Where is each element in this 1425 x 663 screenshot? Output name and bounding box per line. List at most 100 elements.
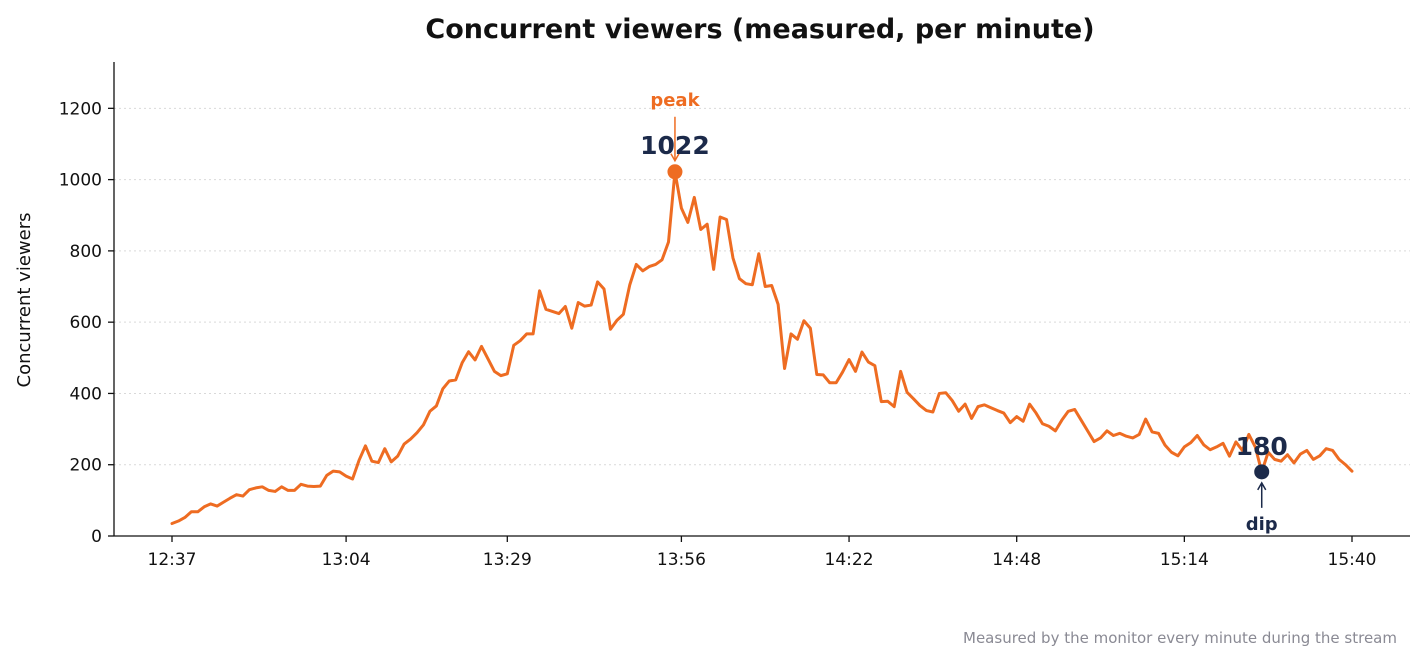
data-point-120 <box>945 392 947 394</box>
data-point-70 <box>622 313 624 315</box>
data-point-65 <box>590 304 592 306</box>
data-points <box>171 171 1353 525</box>
x-tick-label: 15:40 <box>1328 550 1377 570</box>
data-point-97 <box>796 338 798 340</box>
data-point-183 <box>1351 470 1353 472</box>
data-point-16 <box>274 490 276 492</box>
data-point-119 <box>938 392 940 394</box>
data-point-164 <box>1228 455 1230 457</box>
y-tick-label: 1200 <box>59 99 102 119</box>
annotations: peak 1022 dip 180 <box>640 90 1288 535</box>
data-point-4 <box>197 511 199 513</box>
data-point-83 <box>706 223 708 225</box>
data-point-85 <box>719 216 721 218</box>
data-point-74 <box>648 265 650 267</box>
data-point-175 <box>1299 453 1301 455</box>
data-point-57 <box>538 290 540 292</box>
data-point-113 <box>899 370 901 372</box>
data-point-0 <box>171 522 173 524</box>
data-point-179 <box>1325 447 1327 449</box>
data-point-154 <box>1164 444 1166 446</box>
data-point-50 <box>493 370 495 372</box>
data-point-126 <box>983 404 985 406</box>
data-point-87 <box>732 257 734 259</box>
x-tick-label: 13:04 <box>322 550 371 570</box>
x-tick-label: 14:48 <box>992 550 1041 570</box>
x-tick-label: 13:29 <box>483 550 532 570</box>
data-point-10 <box>235 493 237 495</box>
data-point-132 <box>1022 420 1024 422</box>
data-point-94 <box>777 303 779 305</box>
data-point-152 <box>1151 431 1153 433</box>
data-point-53 <box>513 344 515 346</box>
chart-title: Concurrent viewers (measured, per minute… <box>425 14 1094 45</box>
data-point-163 <box>1222 442 1224 444</box>
data-point-56 <box>532 333 534 335</box>
data-point-116 <box>919 404 921 406</box>
data-point-54 <box>519 340 521 342</box>
data-point-159 <box>1196 434 1198 436</box>
data-point-49 <box>487 358 489 360</box>
data-point-66 <box>596 281 598 283</box>
data-point-23 <box>319 485 321 487</box>
data-point-93 <box>770 284 772 286</box>
peak-value-label: 1022 <box>640 131 710 160</box>
data-point-19 <box>293 489 295 491</box>
data-point-138 <box>1061 419 1063 421</box>
data-point-33 <box>384 447 386 449</box>
data-point-153 <box>1157 432 1159 434</box>
data-point-181 <box>1338 458 1340 460</box>
data-point-80 <box>687 221 689 223</box>
data-point-90 <box>751 284 753 286</box>
data-point-60 <box>558 312 560 314</box>
dip-arrowhead <box>1257 481 1267 491</box>
y-tick-label: 1000 <box>59 171 102 191</box>
data-point-5 <box>203 506 205 508</box>
data-point-148 <box>1125 435 1127 437</box>
data-point-43 <box>448 380 450 382</box>
data-point-98 <box>803 320 805 322</box>
data-point-161 <box>1209 449 1211 451</box>
data-point-111 <box>887 400 889 402</box>
data-point-149 <box>1132 437 1134 439</box>
data-point-130 <box>1009 421 1011 423</box>
y-tick-label: 400 <box>70 384 102 404</box>
data-point-42 <box>442 388 444 390</box>
data-point-47 <box>474 359 476 361</box>
data-point-143 <box>1093 440 1095 442</box>
peak-arrowhead <box>670 153 680 163</box>
data-point-39 <box>422 424 424 426</box>
data-point-20 <box>300 483 302 485</box>
data-point-110 <box>880 400 882 402</box>
data-point-12 <box>248 488 250 490</box>
data-point-117 <box>925 409 927 411</box>
data-point-45 <box>461 362 463 364</box>
data-point-158 <box>1190 441 1192 443</box>
data-point-133 <box>1028 403 1030 405</box>
data-point-150 <box>1138 433 1140 435</box>
data-point-156 <box>1177 455 1179 457</box>
data-point-162 <box>1215 446 1217 448</box>
data-point-151 <box>1144 418 1146 420</box>
data-point-134 <box>1035 412 1037 414</box>
data-point-81 <box>693 196 695 198</box>
data-point-174 <box>1293 462 1295 464</box>
data-point-1 <box>177 520 179 522</box>
data-point-62 <box>571 327 573 329</box>
dip-value-label: 180 <box>1236 432 1288 461</box>
data-point-103 <box>835 382 837 384</box>
data-point-137 <box>1054 430 1056 432</box>
x-tick-label: 14:22 <box>825 550 874 570</box>
data-point-88 <box>738 277 740 279</box>
data-point-40 <box>429 410 431 412</box>
data-point-176 <box>1306 449 1308 451</box>
data-point-128 <box>996 409 998 411</box>
data-point-121 <box>951 399 953 401</box>
data-point-136 <box>1048 425 1050 427</box>
data-point-129 <box>1003 412 1005 414</box>
data-point-105 <box>848 358 850 360</box>
data-point-21 <box>306 485 308 487</box>
data-point-140 <box>1074 408 1076 410</box>
data-point-147 <box>1119 432 1121 434</box>
data-point-77 <box>667 241 669 243</box>
